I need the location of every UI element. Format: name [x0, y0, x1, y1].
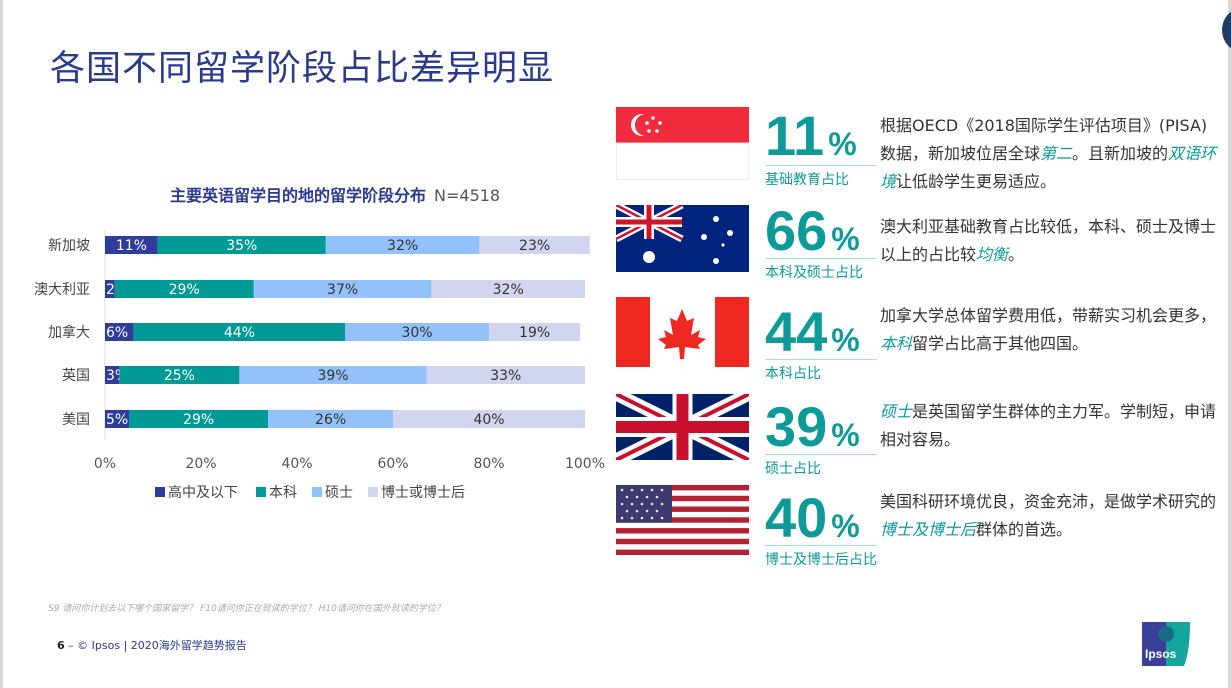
- chart-sample-size: N=4518: [434, 186, 501, 205]
- bar-segment: [105, 323, 134, 341]
- x-tick-label: 20%: [185, 456, 216, 472]
- bar-segment: [133, 323, 345, 341]
- usa-flag-icon: [616, 485, 749, 555]
- x-tick-label: 60%: [377, 456, 408, 472]
- bar-segment: [325, 236, 480, 254]
- x-tick-label: 0%: [94, 456, 116, 472]
- bar-segment: [129, 410, 269, 428]
- data-label: 44%: [224, 325, 255, 341]
- stat-value-usa: 40%: [765, 486, 860, 549]
- data-label: 30%: [401, 325, 432, 341]
- bar-segment: [105, 280, 115, 298]
- bar-segment: [105, 410, 129, 428]
- stat-label-uk: 硕士占比: [765, 454, 877, 478]
- bar-segment: [268, 410, 393, 428]
- bar-segment: [345, 323, 489, 341]
- chart-title: 主要英语留学目的地的留学阶段分布 N=4518: [170, 182, 500, 206]
- legend-swatch: [312, 487, 322, 497]
- data-label: 29%: [183, 412, 214, 428]
- bar-segment: [253, 280, 432, 298]
- page-title: 各国不同留学阶段占比差异明显: [50, 49, 555, 89]
- category-label: 美国: [62, 412, 90, 428]
- x-tick-label: 40%: [281, 456, 312, 472]
- legend-label: 硕士: [325, 485, 353, 501]
- data-label: 35%: [226, 238, 257, 254]
- corner-decoration: [1222, 8, 1231, 52]
- survey-note: S9 请问你计划去以下哪个国家留学？ F10请问你正在就读的学位？ H10请问你…: [48, 604, 445, 614]
- bar-segment: [114, 280, 254, 298]
- legend-label: 高中及以下: [168, 484, 238, 501]
- stat-label-usa: 博士及博士后占比: [765, 545, 877, 569]
- stat-value-australia: 66%: [765, 199, 860, 262]
- uk-flag-icon: [616, 394, 749, 460]
- page-number: 6: [57, 639, 65, 652]
- desc-uk: 硕士是英国留学生群体的主力军。学制短，申请相对容易。: [880, 402, 1217, 449]
- data-label: 11%: [116, 238, 147, 254]
- stat-value-singapore: 11%: [765, 104, 857, 167]
- data-label: 37%: [327, 282, 358, 298]
- bar-segment: [431, 280, 585, 298]
- legend-label: 本科: [269, 485, 297, 501]
- right-border: [1228, 0, 1231, 688]
- bar-segment: [157, 236, 326, 254]
- bar-segment: [105, 366, 120, 384]
- data-label: 32%: [387, 238, 418, 254]
- data-label: 39%: [317, 368, 348, 384]
- bar-segment: [479, 236, 590, 254]
- data-label: 25%: [164, 368, 195, 384]
- ipsos-logo: Ipsos: [1142, 622, 1190, 666]
- stat-label-canada: 本科占比: [765, 359, 877, 383]
- desc-singapore: 根据OECD《2018国际学生评估项目》(PISA)数据，新加坡位居全球第二。且…: [880, 116, 1217, 191]
- footer-text: – © Ipsos | 2020海外留学趋势报告: [68, 639, 247, 652]
- bar-segment: [239, 366, 427, 384]
- data-label: 6%: [106, 325, 128, 341]
- australia-flag-icon: [616, 205, 749, 272]
- bar-segment: [393, 410, 585, 428]
- desc-canada: 加拿大学总体留学费用低，带薪实习机会更多，本科留学占比高于其他四国。: [880, 306, 1217, 353]
- data-label: 26%: [315, 412, 346, 428]
- desc-usa: 美国科研环境优良，资金充沛，是做学术研究的博士及博士后群体的首选。: [880, 492, 1217, 539]
- stacked-bar-chart: 新加坡11%35%32%23%澳大利亚2%29%37%32%加拿大6%44%30…: [34, 230, 605, 501]
- category-label: 新加坡: [48, 238, 90, 254]
- data-label: 40%: [473, 412, 504, 428]
- legend-label: 博士或博士后: [381, 484, 465, 501]
- stat-value-canada: 44%: [765, 300, 860, 363]
- singapore-flag-icon: [616, 107, 749, 180]
- category-label: 英国: [62, 367, 90, 384]
- left-border: [0, 0, 3, 688]
- desc-australia: 澳大利亚基础教育占比较低，本科、硕士及博士以上的占比较均衡。: [880, 217, 1217, 264]
- legend-swatch: [256, 487, 266, 497]
- category-label: 澳大利亚: [34, 282, 90, 298]
- canada-flag-icon: [616, 297, 749, 367]
- legend-swatch: [155, 487, 165, 497]
- footer: 6 – © Ipsos | 2020海外留学趋势报告: [57, 637, 247, 653]
- stat-value-uk: 39%: [765, 395, 860, 458]
- stat-label-australia: 本科及硕士占比: [765, 258, 877, 282]
- bar-segment: [426, 366, 585, 384]
- bar-segment: [105, 236, 158, 254]
- data-label: 29%: [169, 282, 200, 298]
- stat-label-singapore: 基础教育占比: [765, 165, 877, 189]
- data-label: 33%: [490, 368, 521, 384]
- x-tick-label: 100%: [565, 456, 605, 472]
- data-label: 32%: [493, 282, 524, 298]
- legend-swatch: [368, 487, 378, 497]
- x-tick-label: 80%: [473, 456, 504, 472]
- bar-segment: [489, 323, 581, 341]
- data-label: 23%: [519, 238, 550, 254]
- bar-segment: [119, 366, 240, 384]
- chart-title-text: 主要英语留学目的地的留学阶段分布: [170, 186, 427, 205]
- data-label: 5%: [106, 412, 128, 428]
- category-label: 加拿大: [48, 324, 90, 341]
- data-label: 19%: [519, 325, 550, 341]
